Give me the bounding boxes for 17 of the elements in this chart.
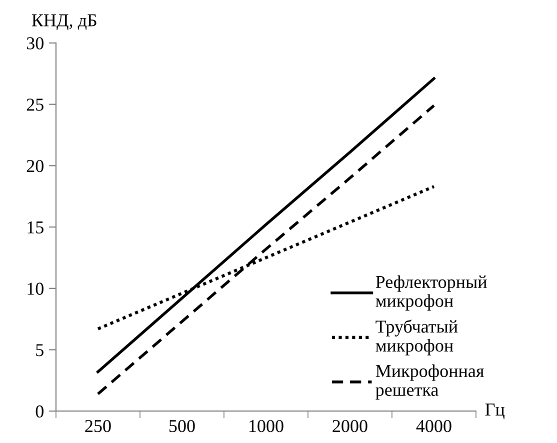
y-tick-label: 10 (28, 282, 44, 295)
x-tick-label: 2000 (332, 420, 368, 432)
legend-label: Рефлекторный микрофон (376, 275, 487, 311)
x-tick-label: 500 (169, 420, 195, 432)
x-axis-title: Гц (485, 404, 504, 419)
y-tick-label: 5 (36, 344, 44, 356)
x-tick-label: 4000 (416, 420, 452, 432)
x-tick-label: 250 (85, 420, 111, 432)
y-tick-label: 30 (26, 37, 44, 50)
y-tick-label: 0 (36, 405, 44, 418)
y-tick-label: 25 (26, 98, 44, 111)
legend-label: Трубчатый микрофон (376, 320, 458, 356)
y-tick-label: 20 (26, 160, 44, 172)
x-tick-label: 1000 (250, 420, 284, 432)
legend-label: Микрофонная решетка (376, 364, 484, 400)
y-axis-title: КНД, дБ (32, 14, 96, 30)
y-tick-label: 15 (28, 221, 44, 234)
